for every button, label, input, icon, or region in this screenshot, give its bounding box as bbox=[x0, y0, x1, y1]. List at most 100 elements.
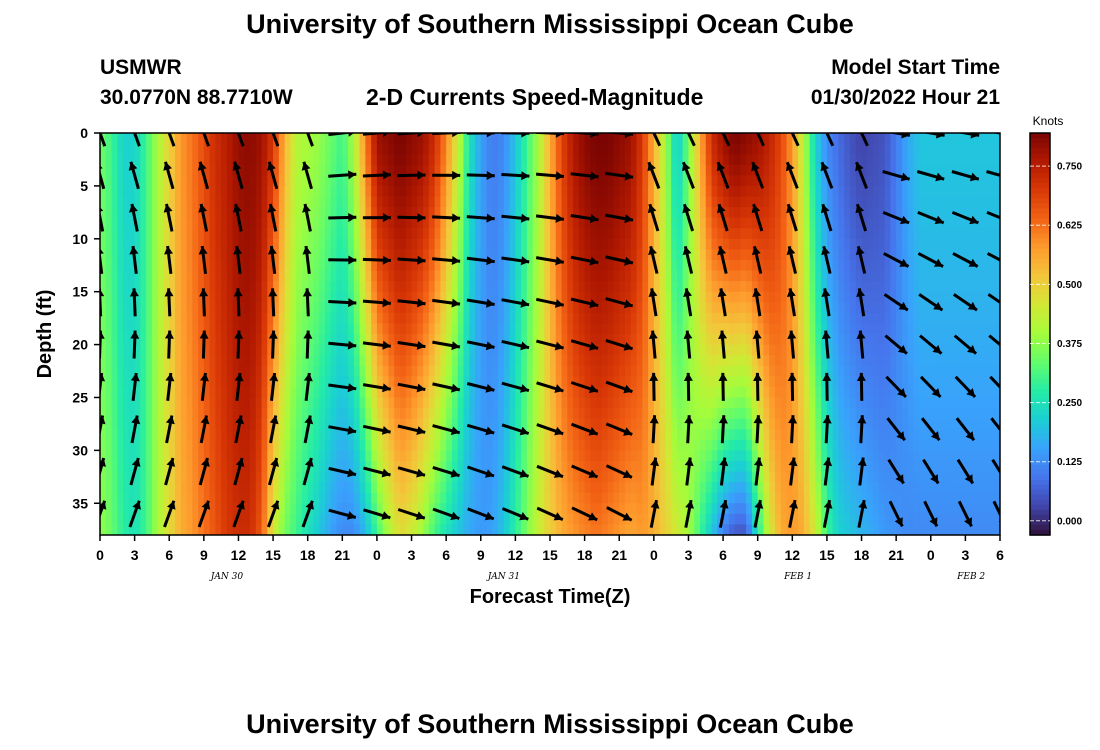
heatmap-cell bbox=[198, 238, 205, 250]
heatmap-cell bbox=[850, 408, 857, 420]
heatmap-cell bbox=[250, 429, 257, 441]
heatmap-cell bbox=[573, 376, 580, 388]
heatmap-cell bbox=[244, 492, 251, 504]
heatmap-cell bbox=[405, 238, 413, 250]
heatmap-cell bbox=[296, 323, 303, 335]
heatmap-cell bbox=[763, 439, 770, 451]
heatmap-cell bbox=[440, 408, 447, 420]
heatmap-cell bbox=[128, 133, 136, 145]
heatmap-cell bbox=[780, 355, 788, 367]
heatmap-cell bbox=[238, 439, 245, 451]
heatmap-cell bbox=[498, 312, 505, 325]
heatmap-cell bbox=[567, 408, 574, 420]
heatmap-cell bbox=[203, 228, 211, 240]
heatmap-cell bbox=[734, 133, 741, 145]
heatmap-cell bbox=[278, 355, 286, 367]
heatmap-cell bbox=[740, 270, 747, 282]
heatmap-cell bbox=[423, 164, 430, 176]
heatmap-cell bbox=[803, 334, 811, 346]
heatmap-cell bbox=[596, 196, 603, 208]
heatmap-cell bbox=[284, 355, 291, 367]
heatmap-cell bbox=[832, 408, 840, 420]
heatmap-cell bbox=[619, 492, 626, 504]
heatmap-cell bbox=[555, 291, 563, 303]
heatmap-cell bbox=[123, 344, 130, 356]
heatmap-cell bbox=[544, 429, 551, 441]
heatmap-cell bbox=[307, 323, 315, 335]
heatmap-cell bbox=[140, 238, 147, 250]
heatmap-cell bbox=[625, 228, 632, 240]
heatmap-cell bbox=[844, 143, 851, 155]
heatmap-cell bbox=[526, 302, 534, 314]
heatmap-cell bbox=[353, 408, 361, 420]
heatmap-cell bbox=[313, 154, 320, 166]
heatmap-cell bbox=[607, 355, 615, 367]
heatmap-cell bbox=[117, 323, 124, 335]
heatmap-cell bbox=[838, 323, 845, 335]
heatmap-cell bbox=[290, 133, 297, 145]
heatmap-cell bbox=[734, 281, 741, 293]
heatmap-cell bbox=[844, 482, 851, 494]
heatmap-cell bbox=[353, 143, 361, 155]
heatmap-cell bbox=[809, 291, 816, 303]
heatmap-cell bbox=[803, 154, 811, 166]
heatmap-cell bbox=[348, 175, 355, 187]
heatmap-cell bbox=[792, 386, 799, 399]
heatmap-cell bbox=[798, 355, 805, 367]
heatmap-cell bbox=[117, 281, 124, 293]
heatmap-cell bbox=[596, 418, 603, 430]
heatmap-cell bbox=[371, 344, 378, 356]
heatmap-cell bbox=[475, 207, 482, 219]
heatmap-cell bbox=[440, 334, 447, 346]
heatmap-cell bbox=[319, 450, 326, 462]
heatmap-cell bbox=[636, 503, 643, 515]
heatmap-cell bbox=[682, 471, 690, 483]
heatmap-cell bbox=[578, 323, 586, 335]
heatmap-cell bbox=[469, 217, 476, 229]
heatmap-cell bbox=[250, 513, 257, 526]
heatmap-cell bbox=[607, 492, 615, 504]
heatmap-cell bbox=[734, 302, 741, 314]
heatmap-cell bbox=[809, 503, 816, 515]
heatmap-cell bbox=[255, 513, 263, 526]
heatmap-cell bbox=[613, 513, 620, 526]
heatmap-cell bbox=[550, 492, 557, 504]
heatmap-cell bbox=[244, 482, 251, 494]
heatmap-cell bbox=[111, 217, 118, 229]
heatmap-cell bbox=[486, 259, 493, 272]
heatmap-cell bbox=[463, 365, 470, 377]
heatmap-cell bbox=[238, 302, 245, 314]
heatmap-cell bbox=[815, 334, 822, 346]
heatmap-cell bbox=[353, 133, 361, 145]
heatmap-cell bbox=[313, 408, 320, 420]
heatmap-cell bbox=[376, 323, 384, 335]
heatmap-cell bbox=[844, 164, 851, 176]
heatmap-cell bbox=[250, 259, 257, 272]
heatmap-cell bbox=[786, 365, 793, 377]
heatmap-cell bbox=[809, 397, 816, 409]
heatmap-cell bbox=[203, 450, 211, 462]
heatmap-cell bbox=[648, 503, 655, 515]
heatmap-cell bbox=[544, 365, 551, 377]
heatmap-cell bbox=[151, 133, 159, 145]
heatmap-cell bbox=[175, 164, 182, 176]
heatmap-cell bbox=[751, 429, 759, 441]
heatmap-cell bbox=[238, 524, 245, 535]
heatmap-cell bbox=[290, 228, 297, 240]
heatmap-cell bbox=[590, 249, 597, 261]
heatmap-cell bbox=[625, 259, 632, 272]
heatmap-cell bbox=[815, 408, 822, 420]
heatmap-cell bbox=[700, 323, 707, 335]
heatmap-cell bbox=[503, 196, 511, 208]
heatmap-cell bbox=[590, 312, 597, 325]
heatmap-cell bbox=[705, 154, 713, 166]
heatmap-cell bbox=[694, 408, 701, 420]
heatmap-cell bbox=[515, 291, 522, 303]
heatmap-cell bbox=[244, 460, 251, 473]
heatmap-cell bbox=[221, 439, 228, 451]
heatmap-cell bbox=[601, 312, 609, 325]
heatmap-cell bbox=[521, 249, 528, 261]
heatmap-cell bbox=[123, 471, 130, 483]
heatmap-cell bbox=[128, 344, 136, 356]
heatmap-cell bbox=[694, 164, 701, 176]
